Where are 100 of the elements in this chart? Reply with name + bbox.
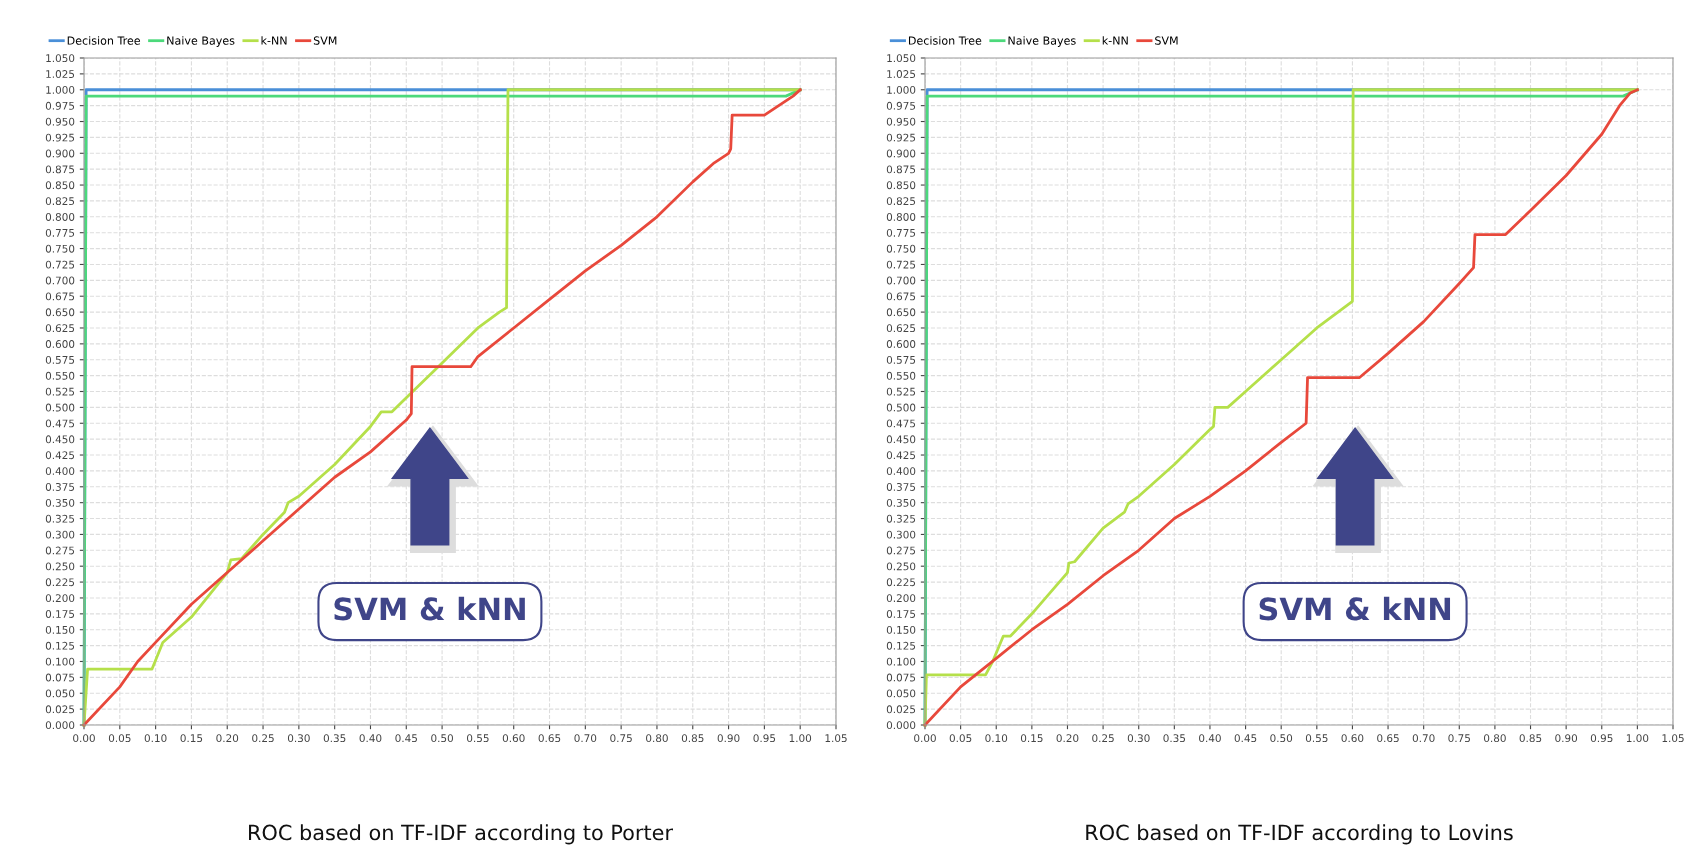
y-tick-label: 0.500 (45, 403, 75, 412)
y-tick-label: 1.000 (887, 85, 916, 94)
y-tick-label: 0.125 (45, 641, 75, 650)
x-tick-label: 0.95 (1590, 734, 1613, 743)
y-tick-label: 0.125 (886, 641, 916, 650)
x-tick-label: 0.20 (216, 734, 239, 743)
annotation: SVM & kNN (334, 596, 525, 621)
y-tick-label: 0.900 (45, 149, 75, 158)
y-tick-label: 0.575 (886, 355, 916, 364)
y-tick-label: 0.225 (886, 578, 916, 587)
x-tick-label: 0.00 (73, 734, 95, 743)
legend-label: k-NN (1102, 36, 1128, 45)
x-tick-label: 0.00 (914, 734, 936, 743)
y-tick-label: 0.975 (886, 101, 916, 110)
x-tick-label: 0.20 (1056, 734, 1079, 743)
y-tick-label: 0.825 (45, 197, 75, 206)
y-tick-label: 0.875 (45, 165, 75, 174)
x-tick-label: 0.80 (646, 734, 668, 743)
y-tick-label: 0.175 (45, 610, 75, 618)
x-tick-label: 0.80 (1483, 734, 1506, 743)
y-tick-label: 0.675 (886, 292, 916, 301)
y-tick-label: 0.600 (45, 340, 75, 348)
x-tick-label: 0.50 (1270, 734, 1293, 743)
y-tick-label: 0.475 (886, 419, 916, 428)
x-tick-label: 0.70 (1412, 734, 1435, 743)
x-tick-label: 0.30 (287, 734, 310, 743)
y-tick-label: 0.975 (45, 101, 75, 110)
y-tick-label: 0.775 (886, 228, 916, 237)
legend-label: SVM (1155, 36, 1178, 45)
y-tick-label: 0.725 (45, 260, 75, 269)
y-tick-label: 0.725 (886, 260, 916, 269)
y-tick-label: 0.875 (886, 165, 916, 174)
y-tick-label: 0.275 (45, 546, 75, 555)
y-tick-label: 0.425 (886, 451, 916, 460)
x-tick-label: 0.50 (431, 734, 453, 743)
y-tick-label: 0.200 (45, 594, 75, 603)
legend-label: Decision Tree (908, 36, 982, 45)
x-tick-label: 0.65 (1377, 734, 1399, 743)
x-tick-label: 0.60 (1341, 734, 1364, 743)
x-tick-label: 0.75 (610, 734, 632, 743)
y-tick-label: 0.850 (45, 181, 75, 190)
y-tick-label: 0.500 (886, 403, 916, 412)
y-tick-label: 0.925 (886, 133, 916, 142)
y-tick-label: 0.950 (45, 117, 75, 126)
text: ROC based on TF-IDF according to Porter (249, 824, 674, 845)
x-tick-label: 0.35 (323, 734, 346, 743)
y-tick-label: 1.025 (887, 70, 916, 78)
legend-label: Decision Tree (67, 36, 141, 45)
y-tick-label: 0.300 (45, 530, 75, 539)
y-tick-label: 0.250 (45, 562, 75, 571)
y-tick-label: 0.625 (45, 324, 75, 333)
x-tick-label: 0.25 (252, 734, 274, 743)
y-tick-label: 0.175 (886, 610, 916, 618)
y-tick-label: 0.525 (886, 387, 916, 396)
y-tick-label: 0.700 (45, 276, 75, 285)
y-tick-label: 0.025 (45, 705, 75, 714)
x-tick-label: 0.35 (1163, 734, 1186, 743)
y-tick-label: 0.750 (886, 244, 916, 253)
x-tick-label: 0.45 (1234, 734, 1257, 743)
x-tick-label: 0.90 (717, 734, 740, 743)
y-tick-label: 0.475 (45, 419, 75, 428)
y-tick-label: 0.225 (45, 578, 75, 587)
y-tick-label: 0.550 (45, 371, 75, 380)
legend-label: Naive Bayes (167, 36, 235, 47)
y-tick-label: 0.900 (886, 149, 916, 158)
y-tick-label: 0.350 (45, 498, 75, 507)
x-tick-label: 0.40 (1199, 734, 1221, 743)
y-tick-label: 1.025 (46, 70, 75, 78)
y-tick-label: 1.050 (887, 54, 916, 63)
y-tick-label: 0.750 (45, 244, 75, 253)
x-tick-label: 0.05 (108, 734, 131, 743)
x-tick-label: 1.05 (825, 734, 847, 743)
y-tick-label: 0.375 (886, 483, 916, 491)
x-tick-label: 0.95 (753, 734, 776, 743)
y-tick-label: 0.800 (886, 213, 916, 221)
y-tick-label: 0.675 (45, 292, 75, 301)
y-tick-label: 0.650 (45, 308, 75, 317)
y-tick-label: 0.600 (886, 340, 916, 348)
y-tick-label: 0.450 (45, 435, 75, 444)
y-tick-label: 0.050 (45, 689, 75, 698)
y-tick-label: 0.025 (886, 705, 916, 714)
x-tick-label: 1.00 (1626, 734, 1649, 743)
x-tick-label: 0.15 (1020, 734, 1043, 743)
y-tick-label: 0.625 (886, 324, 916, 333)
x-tick-label: 0.85 (1519, 734, 1542, 743)
y-tick-label: 0.525 (45, 387, 75, 396)
x-tick-label: 0.25 (1092, 734, 1114, 743)
x-tick-label: 0.60 (502, 734, 525, 743)
y-tick-label: 0.325 (45, 514, 75, 523)
annotation: SVM & kNN (1259, 596, 1451, 621)
y-tick-label: 0.275 (886, 546, 916, 555)
text: ROC based on TF-IDF according to Lovins (1086, 824, 1513, 845)
y-tick-label: 0.325 (886, 514, 916, 523)
y-tick-label: 0.150 (886, 625, 916, 634)
y-tick-label: 0.250 (886, 562, 916, 571)
y-tick-label: 0.000 (45, 721, 75, 730)
y-tick-label: 0.450 (886, 435, 916, 444)
x-tick-label: 1.00 (789, 734, 812, 743)
legend-label: Naive Bayes (1008, 36, 1076, 47)
y-tick-label: 0.700 (886, 276, 916, 285)
